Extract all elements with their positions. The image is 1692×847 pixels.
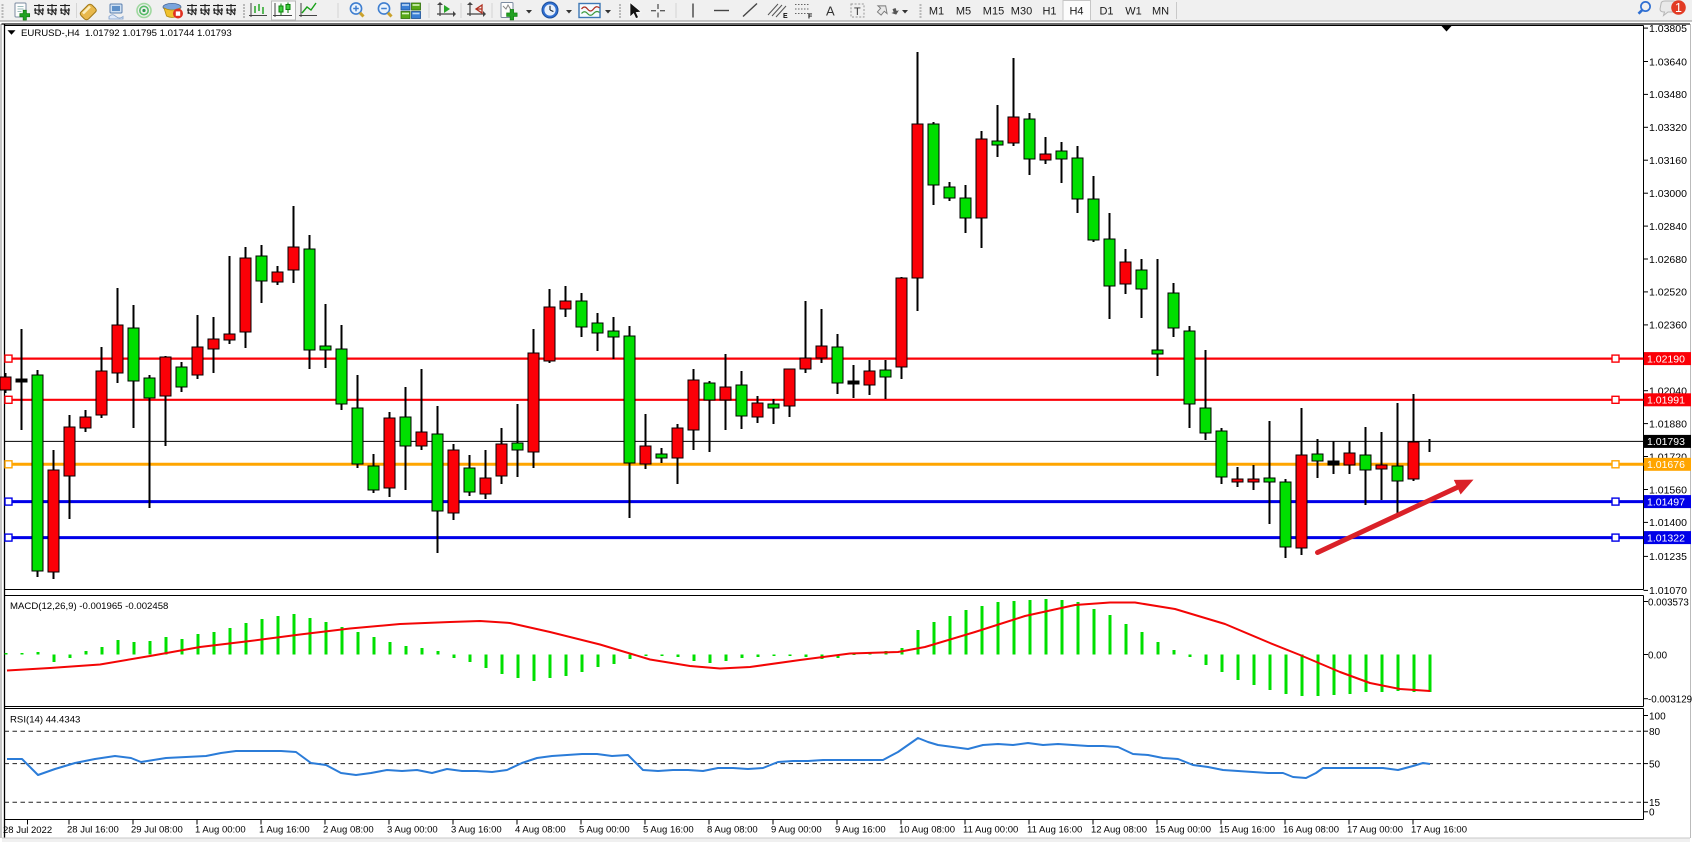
svg-text:M5: M5 xyxy=(956,6,971,18)
svg-text:15: 15 xyxy=(1649,798,1661,809)
svg-text:1.02360: 1.02360 xyxy=(1649,320,1687,332)
svg-text:12 Aug 08:00: 12 Aug 08:00 xyxy=(1091,825,1147,836)
svg-text:RSI(14) 44.4343: RSI(14) 44.4343 xyxy=(10,715,80,726)
svg-text:3 Aug 16:00: 3 Aug 16:00 xyxy=(451,825,502,836)
svg-text:1.01070: 1.01070 xyxy=(1649,585,1687,597)
svg-text:F: F xyxy=(808,14,813,21)
svg-text:MACD(12,26,9) -0.001965 -0.002: MACD(12,26,9) -0.001965 -0.002458 xyxy=(10,601,168,612)
svg-text:0.003573: 0.003573 xyxy=(1648,597,1689,608)
svg-text:1.01497: 1.01497 xyxy=(1647,496,1685,508)
svg-text:5 Aug 00:00: 5 Aug 00:00 xyxy=(579,825,630,836)
svg-text:17 Aug 00:00: 17 Aug 00:00 xyxy=(1347,825,1403,836)
svg-text:28 Jul 16:00: 28 Jul 16:00 xyxy=(67,825,119,836)
svg-text:E: E xyxy=(783,13,788,20)
svg-text:17 Aug 16:00: 17 Aug 16:00 xyxy=(1411,825,1467,836)
svg-text:4 Aug 08:00: 4 Aug 08:00 xyxy=(515,825,566,836)
svg-text:1.01235: 1.01235 xyxy=(1649,551,1687,563)
svg-text:1.03805: 1.03805 xyxy=(1649,23,1687,35)
svg-text:0: 0 xyxy=(1649,808,1655,819)
svg-text:11 Aug 16:00: 11 Aug 16:00 xyxy=(1027,825,1082,836)
svg-text:1: 1 xyxy=(1675,1,1682,15)
svg-text:EURUSD-,H4 1.01792 1.01795 1.: EURUSD-,H4 1.01792 1.01795 1.01744 1.017… xyxy=(21,28,232,39)
svg-text:M15: M15 xyxy=(983,6,1004,18)
svg-text:1.02190: 1.02190 xyxy=(1647,353,1685,365)
svg-text:15 Aug 16:00: 15 Aug 16:00 xyxy=(1219,825,1275,836)
svg-text:H1: H1 xyxy=(1042,6,1056,18)
svg-text:1 Aug 16:00: 1 Aug 16:00 xyxy=(259,825,310,836)
svg-text:9 Aug 16:00: 9 Aug 16:00 xyxy=(835,825,886,836)
svg-text:M30: M30 xyxy=(1011,6,1032,18)
svg-text:-0.003129: -0.003129 xyxy=(1648,695,1692,706)
svg-text:M1: M1 xyxy=(929,6,944,18)
svg-text:1.03000: 1.03000 xyxy=(1649,188,1687,200)
svg-text:1.03640: 1.03640 xyxy=(1649,56,1687,68)
svg-text:D1: D1 xyxy=(1099,6,1113,18)
svg-text:11 Aug 00:00: 11 Aug 00:00 xyxy=(963,825,1018,836)
svg-text:100: 100 xyxy=(1649,711,1666,722)
svg-text:1 Aug 00:00: 1 Aug 00:00 xyxy=(195,825,246,836)
svg-text:1.01560: 1.01560 xyxy=(1649,484,1687,496)
svg-text:80: 80 xyxy=(1649,727,1661,738)
svg-text:1.01880: 1.01880 xyxy=(1649,418,1687,430)
svg-text:W1: W1 xyxy=(1125,6,1142,18)
svg-text:MN: MN xyxy=(1152,6,1169,18)
svg-text:1.02680: 1.02680 xyxy=(1649,254,1687,266)
svg-text:9 Aug 00:00: 9 Aug 00:00 xyxy=(771,825,822,836)
svg-text:29 Jul 08:00: 29 Jul 08:00 xyxy=(131,825,183,836)
svg-text:A: A xyxy=(826,4,835,19)
svg-text:1.03320: 1.03320 xyxy=(1649,122,1687,134)
svg-text:5 Aug 16:00: 5 Aug 16:00 xyxy=(643,825,694,836)
svg-text:15 Aug 00:00: 15 Aug 00:00 xyxy=(1155,825,1211,836)
svg-text:1.01322: 1.01322 xyxy=(1647,532,1685,544)
svg-text:H4: H4 xyxy=(1069,6,1083,18)
svg-text:8 Aug 08:00: 8 Aug 08:00 xyxy=(707,825,758,836)
svg-text:1.02840: 1.02840 xyxy=(1649,221,1687,233)
svg-text:1.01400: 1.01400 xyxy=(1649,517,1687,529)
svg-text:50: 50 xyxy=(1649,759,1661,770)
svg-text:1.01676: 1.01676 xyxy=(1647,459,1685,471)
svg-text:0.00: 0.00 xyxy=(1648,650,1668,661)
svg-text:2 Aug 08:00: 2 Aug 08:00 xyxy=(323,825,374,836)
svg-text:16 Aug 08:00: 16 Aug 08:00 xyxy=(1283,825,1339,836)
svg-text:T: T xyxy=(854,6,861,18)
svg-text:10 Aug 08:00: 10 Aug 08:00 xyxy=(899,825,955,836)
svg-text:1.02520: 1.02520 xyxy=(1649,287,1687,299)
svg-text:1.01991: 1.01991 xyxy=(1647,395,1685,407)
svg-text:28 Jul 2022: 28 Jul 2022 xyxy=(3,825,52,836)
svg-text:1.01793: 1.01793 xyxy=(1647,436,1685,448)
svg-text:1.03160: 1.03160 xyxy=(1649,155,1687,167)
svg-text:1.03480: 1.03480 xyxy=(1649,89,1687,101)
svg-text:3 Aug 00:00: 3 Aug 00:00 xyxy=(387,825,438,836)
